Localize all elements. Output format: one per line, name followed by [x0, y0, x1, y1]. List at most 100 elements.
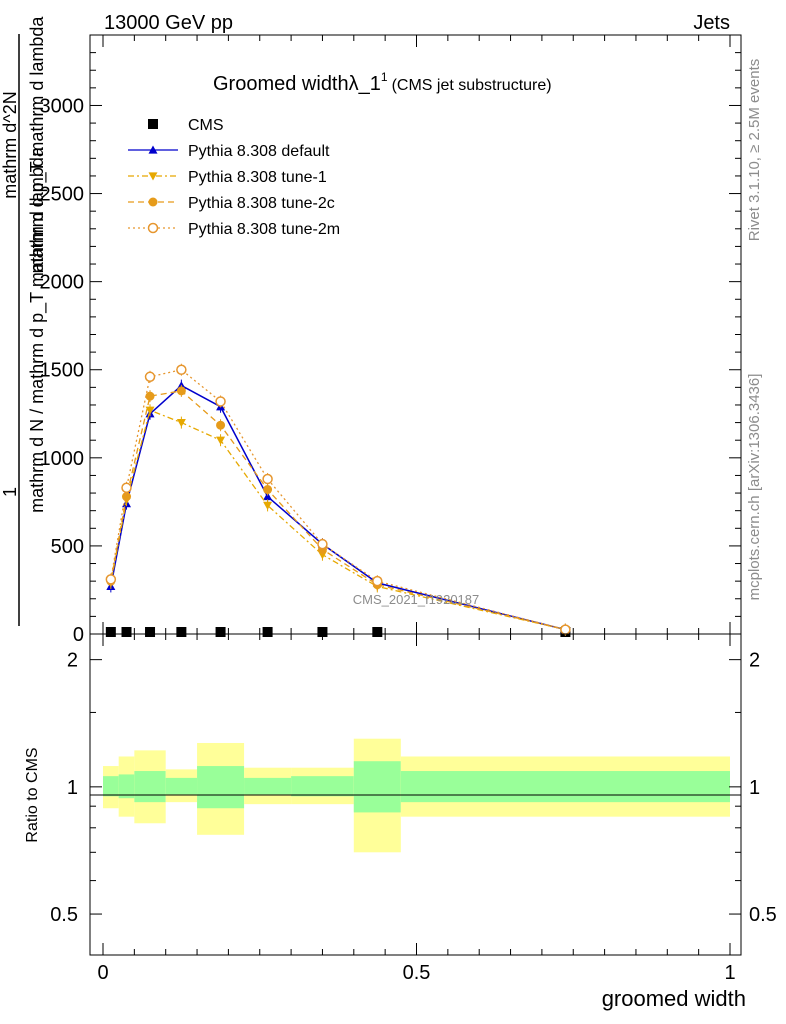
series-0 [105, 627, 571, 637]
data-point [121, 627, 132, 637]
legend-label: Pythia 8.308 tune-2m [188, 221, 340, 238]
ratio-xtick-label: 0 [97, 962, 108, 984]
series-1 [106, 379, 570, 636]
data-point [176, 418, 186, 428]
ratio-y-label: Ratio to CMS [24, 747, 41, 842]
ylabel-numerator-1: 1 [0, 487, 20, 497]
main-data-series [105, 363, 571, 637]
data-point [262, 473, 273, 485]
main-ytick-label: 0 [73, 624, 84, 646]
main-ytick-label: 1000 [40, 448, 85, 470]
ratio-band-inner [134, 771, 166, 803]
legend-label: Pythia 8.308 tune-2c [188, 195, 335, 212]
ratio-ytick-label-right: 2 [749, 650, 760, 672]
legend-label: Pythia 8.308 tune-1 [188, 169, 327, 186]
legend-entry: Pythia 8.308 tune-2c [128, 195, 335, 212]
ylabel-denominator-1: mathrm d N / mathrm d p_T mathrm d lambd… [27, 146, 48, 513]
data-point [145, 406, 155, 415]
ratio-band-inner [165, 777, 198, 795]
ratio-frame [89, 633, 742, 956]
data-point [176, 627, 187, 637]
data-point [216, 436, 226, 445]
series-2 [106, 404, 570, 636]
rivet-side-text: Rivet 3.1.10, ≥ 2.5M events [746, 59, 763, 242]
legend-entry: Pythia 8.308 tune-2m [128, 221, 340, 238]
series-3 [106, 384, 570, 636]
legend: CMS Pythia 8.308 default Pythia 8.308 tune… [128, 117, 340, 238]
ratio-xtick-label: 1 [724, 962, 735, 984]
data-point [372, 627, 383, 637]
main-panel: 0 500 1000 1500 2000 2500 3000 CMS_2021_I19201… [40, 34, 742, 646]
ratio-band-inner [118, 774, 135, 799]
series-line [110, 409, 566, 631]
series-4 [105, 363, 571, 636]
data-point [105, 627, 116, 637]
ratio-ytick-label: 0.5 [50, 904, 78, 926]
ratio-ytick-label: 2 [67, 650, 78, 672]
ratio-ytick-label-right: 0.5 [749, 904, 777, 926]
main-ytick-label: 2000 [40, 272, 85, 294]
ratio-x-ticks: 0 0.5 1 [97, 634, 736, 984]
svg-text:Groomed widthλ_11(CMS jet subs: Groomed widthλ_11 (CMS jet substructure) [213, 70, 552, 95]
legend-entry: Pythia 8.308 tune-1 [128, 169, 327, 186]
ratio-y-ticks: 0.5 0.5 1 1 2 2 [50, 650, 777, 926]
ratio-band-inner [103, 776, 119, 797]
main-ytick-label: 500 [51, 536, 84, 558]
data-point [317, 538, 328, 550]
header-left: 13000 GeV pp [104, 12, 233, 34]
ratio-ytick-label-right: 1 [749, 777, 760, 799]
ratio-xtick-label: 0.5 [403, 962, 431, 984]
data-point [121, 482, 132, 494]
data-point [176, 386, 186, 396]
legend-marker [148, 119, 158, 129]
header-right: Jets [693, 12, 730, 34]
main-x-ticks [102, 35, 731, 634]
legend-marker [148, 145, 158, 154]
ratio-panel: 0.5 0.51 12 2 0 0.5 1 [50, 633, 777, 984]
main-ytick-label: 2500 [40, 184, 85, 206]
analysis-watermark: CMS_2021_I1920187 [353, 592, 480, 607]
title-main: Groomed width [213, 73, 349, 95]
data-point [145, 391, 155, 401]
legend-entry: Pythia 8.308 default [128, 143, 330, 160]
mcplots-side-text: mcplots.cern.ch [arXiv:1306.3436] [746, 374, 763, 601]
ratio-band-inner [197, 766, 245, 809]
ratio-band-inner [353, 761, 401, 813]
data-point [216, 420, 226, 430]
legend-marker [148, 197, 158, 207]
plot-title: Groomed widthλ_11 (CMS jet substructure) [213, 70, 552, 95]
data-point [145, 627, 156, 637]
title-superscript: 1 [381, 70, 388, 84]
data-point [317, 627, 328, 637]
data-point [176, 364, 187, 375]
title-sub: (CMS jet substructure) [392, 77, 552, 94]
ylabel-denominator-2: mathrm d p_T mathrm d lambda [27, 16, 48, 274]
main-ytick-label: 3000 [40, 95, 85, 117]
title-symbol: λ_1 [349, 73, 381, 95]
ratio-band-inner [291, 776, 354, 797]
ratio-bands [103, 738, 730, 853]
data-point [215, 396, 226, 407]
ratio-ytick-label: 1 [67, 777, 78, 799]
data-point [215, 627, 226, 637]
ylabel-numerator-2: mathrm d^2N [0, 91, 20, 198]
series-line [110, 390, 566, 631]
data-point [263, 501, 273, 510]
legend-label: CMS [188, 117, 224, 134]
data-point [262, 627, 273, 637]
data-point [105, 574, 117, 585]
main-y-ticks: 0 500 1000 1500 2000 2500 3000 [40, 52, 741, 646]
ratio-band-inner [400, 771, 730, 803]
data-point [263, 485, 273, 495]
main-ytick-label: 1500 [40, 360, 85, 382]
series-line [110, 369, 566, 631]
x-axis-label: groomed width [602, 986, 746, 1011]
ratio-band-inner [244, 777, 292, 795]
legend-marker [148, 172, 158, 181]
legend-entry: CMS [148, 117, 224, 134]
data-point [263, 492, 273, 501]
legend-marker [147, 222, 159, 234]
legend-label: Pythia 8.308 default [188, 143, 330, 160]
data-point [560, 624, 571, 635]
